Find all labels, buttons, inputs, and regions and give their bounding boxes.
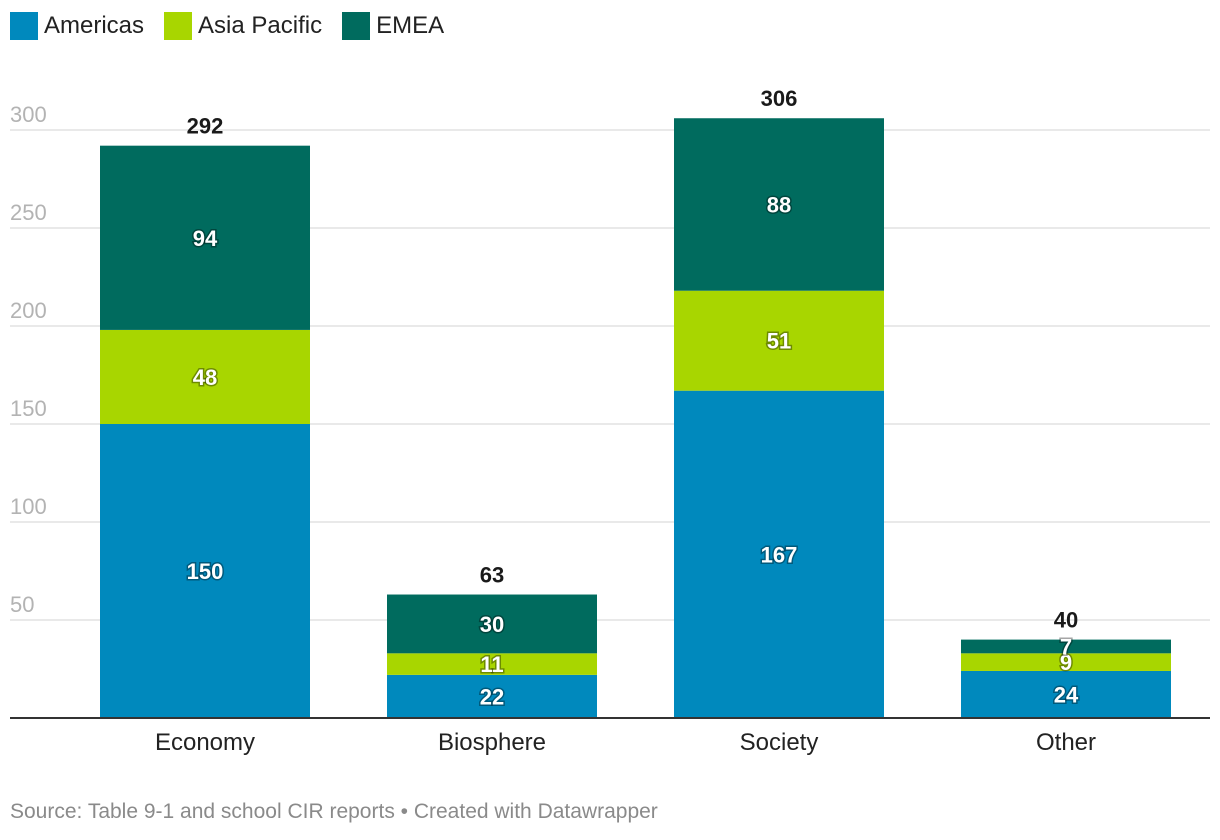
value-label-society-asia-pacific: 51 — [767, 329, 791, 354]
value-label-society-americas: 167 — [761, 542, 798, 567]
y-tick-label-300: 300 — [10, 102, 47, 127]
x-tick-label-economy: Economy — [155, 729, 255, 756]
legend: Americas Asia Pacific EMEA — [10, 10, 464, 42]
legend-label-emea: EMEA — [376, 12, 445, 39]
value-label-economy-emea: 94 — [193, 226, 218, 251]
value-label-biosphere-emea: 30 — [480, 612, 504, 637]
total-label-society: 306 — [761, 86, 798, 111]
bar-segment-other-asia-pacific — [961, 653, 1171, 671]
source-note: Source: Table 9-1 and school CIR reports… — [10, 800, 658, 823]
bar-segment-other-americas — [961, 670, 1171, 718]
legend-swatch-asia-pacific — [164, 12, 193, 40]
y-tick-label-100: 100 — [10, 494, 47, 519]
bar-segment-biosphere-emea — [387, 594, 597, 654]
x-tick-label-other: Other — [1036, 729, 1096, 756]
value-label-society-emea: 88 — [767, 192, 791, 217]
legend-item-americas: Americas — [10, 12, 144, 40]
value-label-other-americas: 24 — [1054, 682, 1079, 707]
bar-segment-society-asia-pacific — [674, 290, 884, 391]
value-label-biosphere-asia-pacific: 11 — [480, 652, 503, 677]
legend-label-asia-pacific: Asia Pacific — [198, 12, 323, 39]
bar-segment-economy-emea — [100, 145, 310, 330]
bar-segment-society-emea — [674, 118, 884, 291]
bar-segment-economy-americas — [100, 424, 310, 718]
x-tick-label-biosphere: Biosphere — [438, 729, 546, 756]
bar-segment-economy-asia-pacific — [100, 329, 310, 424]
value-label-economy-americas: 150 — [187, 559, 224, 584]
y-tick-label-150: 150 — [10, 396, 47, 421]
bar-segment-other-emea — [961, 639, 1171, 654]
stacked-bar-chart: 50 100 150 200 250 300 150 48 94 292 Economy 22 11 30… — [10, 86, 1210, 756]
x-tick-label-society: Society — [740, 729, 819, 756]
value-label-other-asia-pacific: 9 — [1060, 650, 1072, 675]
legend-item-emea: EMEA — [342, 12, 444, 40]
bar-segment-biosphere-americas — [387, 674, 597, 718]
y-tick-label-250: 250 — [10, 200, 47, 225]
total-label-economy: 292 — [187, 114, 224, 139]
legend-label-americas: Americas — [44, 12, 145, 39]
value-label-economy-asia-pacific: 48 — [193, 365, 217, 390]
total-label-biosphere: 63 — [480, 563, 504, 588]
value-label-biosphere-americas: 22 — [480, 684, 504, 709]
value-label-other-emea: 7 — [1060, 634, 1072, 659]
legend-swatch-emea — [342, 12, 371, 40]
total-label-other: 40 — [1054, 608, 1078, 633]
legend-item-asia-pacific: Asia Pacific — [164, 12, 322, 40]
legend-swatch-americas — [10, 12, 38, 40]
bar-segment-biosphere-asia-pacific — [387, 653, 597, 675]
bar-segment-society-americas — [674, 390, 884, 718]
y-tick-label-200: 200 — [10, 298, 47, 323]
y-tick-label-50: 50 — [10, 592, 34, 617]
